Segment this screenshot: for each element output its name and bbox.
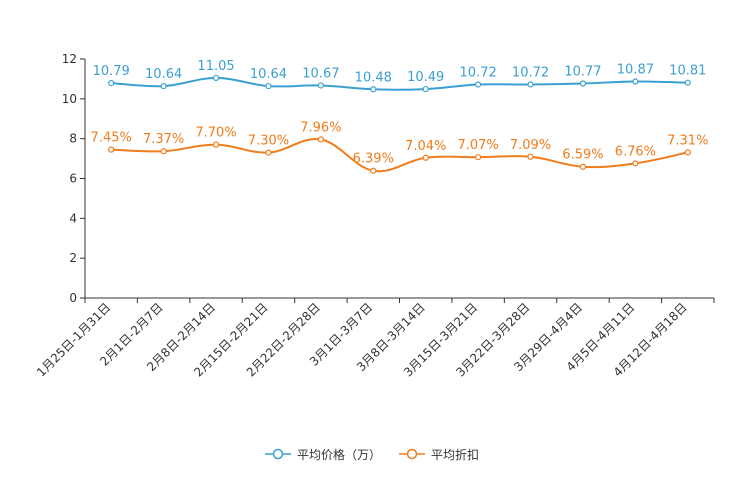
series-1-point bbox=[265, 149, 272, 156]
legend-price-marker-icon bbox=[264, 448, 291, 460]
series-0-data-label: 10.81 bbox=[669, 64, 706, 79]
legend-discount-marker-icon bbox=[399, 448, 425, 460]
series-0-point bbox=[265, 82, 272, 90]
series-0-data-label: 10.67 bbox=[302, 66, 339, 81]
series-1-data-label: 7.45% bbox=[91, 131, 132, 146]
series-1-point bbox=[108, 146, 115, 153]
series-1-point bbox=[632, 160, 639, 167]
series-0-data-label: 10.64 bbox=[145, 67, 182, 82]
series-1-point bbox=[422, 154, 429, 161]
y-tick-label: 0 bbox=[69, 291, 77, 305]
y-tick-label: 4 bbox=[69, 211, 77, 225]
series-1-data-label: 7.09% bbox=[510, 138, 551, 153]
series-0-point bbox=[475, 81, 482, 88]
legend-discount-label: 平均折扣 bbox=[431, 447, 480, 462]
legend-item-discount[interactable]: 平均折扣 bbox=[399, 446, 479, 463]
series-1-data-label: 6.39% bbox=[353, 152, 394, 167]
series-0-data-label: 10.72 bbox=[460, 65, 497, 80]
chart-legend: 平均价格（万） 平均折扣 bbox=[0, 444, 744, 464]
series-1-point bbox=[370, 167, 377, 174]
series-0-point bbox=[527, 81, 534, 88]
series-1-data-label: 6.76% bbox=[615, 144, 656, 159]
y-tick-label: 6 bbox=[69, 172, 77, 186]
series-1-data-label: 7.70% bbox=[195, 126, 236, 141]
series-0-data-label: 10.79 bbox=[93, 64, 130, 79]
series-1-line bbox=[111, 138, 688, 173]
series-1-point bbox=[212, 141, 220, 148]
y-tick-label: 8 bbox=[69, 132, 77, 146]
series-1-data-label: 7.37% bbox=[143, 132, 184, 147]
series-0-point bbox=[212, 74, 220, 82]
series-1-point bbox=[160, 148, 167, 155]
series-1-point bbox=[579, 163, 587, 170]
series-0-data-label: 10.87 bbox=[617, 63, 654, 78]
series-0-data-label: 10.48 bbox=[355, 70, 392, 85]
series-0-line bbox=[111, 76, 688, 91]
y-tick-label: 2 bbox=[69, 251, 77, 265]
legend-item-price[interactable]: 平均价格（万） bbox=[264, 446, 381, 463]
legend-price-label: 平均价格（万） bbox=[296, 447, 381, 462]
series-0-data-label: 10.49 bbox=[407, 70, 444, 85]
series-1-point bbox=[475, 154, 482, 161]
series-0-point bbox=[370, 86, 377, 93]
series-0-point bbox=[317, 82, 324, 89]
series-0-point bbox=[160, 82, 167, 90]
series-1-data-label: 6.59% bbox=[562, 148, 603, 163]
series-0-point bbox=[108, 79, 115, 87]
series-0-data-label: 10.72 bbox=[512, 65, 549, 80]
series-0-data-label: 10.77 bbox=[564, 64, 601, 79]
series-1-point bbox=[317, 136, 324, 143]
series-0-point bbox=[632, 78, 639, 85]
series-1-data-label: 7.07% bbox=[457, 138, 498, 153]
series-1-point bbox=[527, 153, 534, 160]
series-0-data-label: 10.64 bbox=[250, 67, 287, 82]
series-0-point bbox=[684, 79, 691, 86]
series-0-point bbox=[422, 85, 429, 93]
y-tick-label: 10 bbox=[62, 92, 77, 106]
series-1-data-label: 7.96% bbox=[300, 120, 341, 135]
series-1-point bbox=[684, 149, 691, 156]
series-1-data-label: 7.04% bbox=[405, 139, 446, 154]
series-0-point bbox=[579, 80, 587, 87]
y-tick-label: 12 bbox=[62, 52, 77, 66]
series-1-data-label: 7.30% bbox=[248, 134, 289, 149]
x-tick-label: 1月25日-1月31日 bbox=[34, 300, 113, 379]
series-0-data-label: 11.05 bbox=[197, 59, 234, 74]
series-1-data-label: 7.31% bbox=[667, 133, 708, 148]
